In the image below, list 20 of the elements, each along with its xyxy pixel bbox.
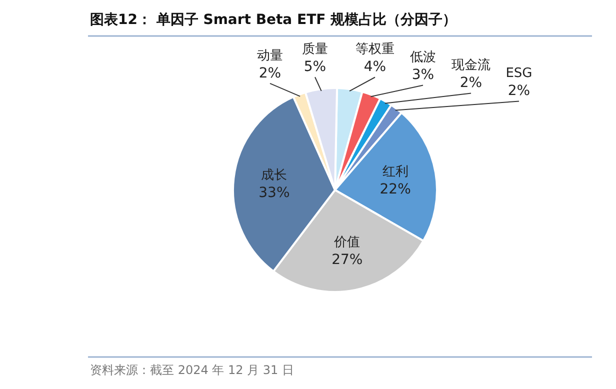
data-label: 22% [380,182,411,198]
slice-label: 等权重 [356,42,394,58]
slice-label: 质量 [302,42,328,58]
data-label: 2% [508,83,530,100]
data-label: 27% [332,252,363,268]
slice-label: 红利 [382,164,408,180]
slice-label: 成长 [261,168,288,184]
slice-label: 现金流 [452,57,490,74]
data-label: 33% [258,185,290,202]
data-label: 4% [364,59,386,76]
data-label: 2% [258,65,282,82]
slice-label: 动量 [257,48,283,64]
slice-label: 价值 [333,234,360,250]
text: 资料来源：截至 2024 年 12 月 31 日 [90,363,294,377]
chart-title: 图表12： 单因子 Smart Beta ETF 规模占比（分因子） [90,12,457,28]
data-label: 5% [304,59,326,76]
slice-label: 低波 [410,50,436,66]
data-label: 2% [460,75,482,92]
data-label: 3% [412,67,434,84]
slice-label: ESG [506,66,532,82]
